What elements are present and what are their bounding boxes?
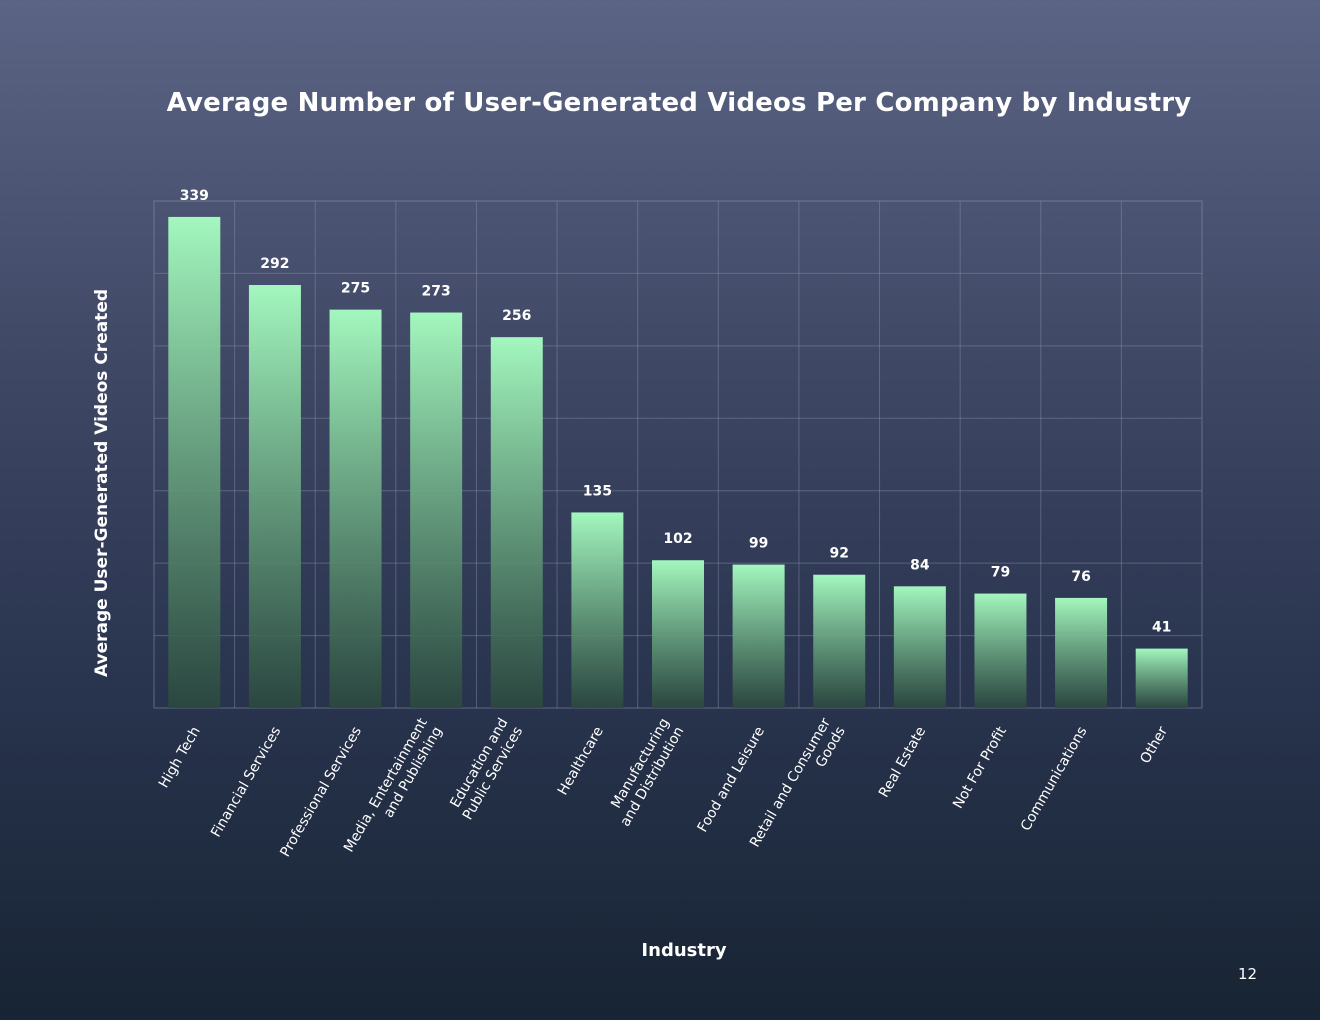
bar[interactable]: [168, 216, 221, 709]
category-label: Other: [1137, 724, 1171, 767]
category-label: Healthcare: [555, 724, 607, 798]
data-label: 79: [991, 565, 1010, 581]
category-label: Communications: [1018, 724, 1091, 834]
bar[interactable]: [410, 312, 463, 708]
category-label-line: Other: [1137, 724, 1171, 767]
bar[interactable]: [329, 309, 382, 708]
category-label: Food and Leisure: [695, 724, 768, 835]
data-label: 273: [422, 284, 451, 300]
category-label: Real Estate: [876, 724, 929, 800]
data-label: 339: [180, 188, 209, 204]
data-label: 256: [502, 308, 531, 324]
data-label: 275: [341, 281, 370, 297]
category-label-line: Real Estate: [876, 724, 929, 800]
category-label-line: Food and Leisure: [695, 724, 768, 835]
bar[interactable]: [248, 285, 301, 708]
category-label-line: High Tech: [156, 724, 204, 791]
grid: [153, 200, 1203, 709]
category-label: Education andPublic Services: [445, 716, 526, 823]
x-axis-label: Industry: [641, 940, 727, 961]
bar[interactable]: [732, 564, 785, 708]
category-label-line: Financial Services: [208, 724, 284, 840]
category-label: Manufacturingand Distribution: [603, 716, 688, 830]
category-label-line: Not For Profit: [950, 724, 1010, 812]
category-label-line: Healthcare: [555, 724, 607, 798]
data-label: 292: [260, 256, 289, 272]
category-label: Not For Profit: [950, 724, 1010, 812]
data-label: 102: [663, 531, 692, 547]
bar[interactable]: [893, 586, 946, 708]
data-label: 99: [749, 536, 768, 552]
bar[interactable]: [1135, 648, 1188, 708]
data-label: 84: [910, 557, 930, 573]
category-label: High Tech: [156, 724, 204, 791]
page-number: 12: [1238, 965, 1258, 983]
bar[interactable]: [974, 593, 1027, 708]
category-label-line: Communications: [1018, 724, 1091, 834]
data-label: 41: [1152, 620, 1171, 636]
category-label: Financial Services: [208, 724, 284, 840]
data-label: 135: [583, 483, 612, 499]
bar[interactable]: [1055, 597, 1108, 708]
data-label: 92: [829, 546, 848, 562]
bar[interactable]: [571, 512, 624, 708]
bar[interactable]: [490, 337, 543, 708]
data-label: 76: [1071, 569, 1090, 585]
chart-title: Average Number of User-Generated Videos …: [166, 88, 1192, 118]
bar[interactable]: [652, 560, 704, 708]
bar[interactable]: [813, 574, 866, 708]
